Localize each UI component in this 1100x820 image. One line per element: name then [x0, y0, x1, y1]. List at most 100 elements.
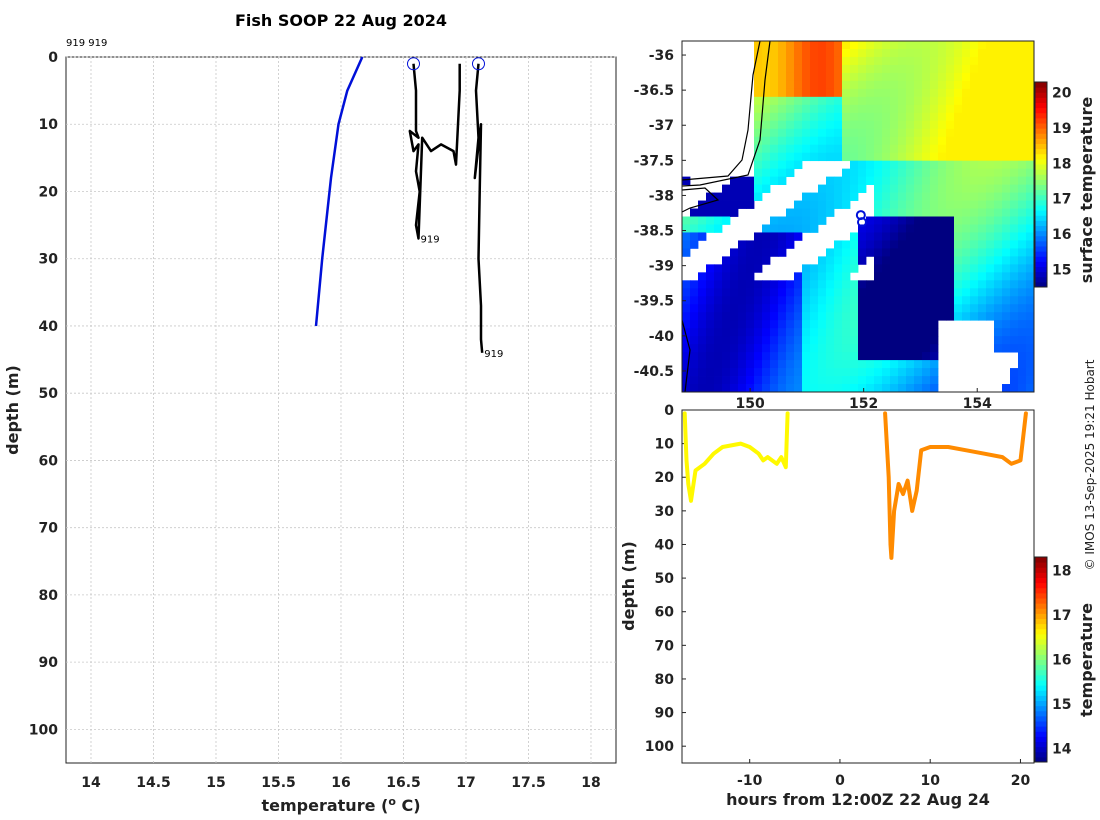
temperature-colorbar-step	[1035, 705, 1047, 712]
sst-cell	[890, 224, 899, 233]
sst-cell	[930, 160, 939, 170]
sst-cell	[1018, 80, 1027, 90]
sst-cell	[986, 296, 995, 305]
sst-cell	[842, 256, 851, 265]
sst-cell	[1018, 160, 1027, 170]
sst-cell	[714, 360, 723, 369]
td-y-tick-label: 90	[655, 706, 675, 722]
temperature-colorbar-step	[1035, 603, 1047, 609]
sst-cell	[898, 88, 907, 98]
sst-cell	[786, 64, 795, 74]
sst-cell	[858, 144, 867, 154]
sst-cell	[738, 336, 747, 345]
sst-cell	[858, 232, 867, 241]
sst-cell	[770, 360, 779, 369]
sst-cell	[994, 160, 1003, 170]
x-tick-label: 15	[206, 775, 225, 791]
sst-cell	[746, 184, 755, 193]
temperature-colorbar-step	[1035, 721, 1047, 727]
sst-cell	[818, 368, 827, 377]
sst-cell	[786, 120, 795, 130]
map-y-tick-label: -37	[649, 118, 674, 134]
sst-cell	[946, 288, 955, 297]
sst-cell	[906, 104, 915, 114]
sst-cell	[682, 384, 691, 392]
x-tick-label: 16.5	[386, 775, 421, 791]
sst-cell	[1026, 256, 1034, 265]
sst-cell	[858, 152, 867, 162]
sst-cell	[890, 368, 899, 377]
sst-cell	[1026, 384, 1034, 392]
sst-cell	[922, 104, 931, 114]
sst-cell	[898, 352, 907, 361]
sst-cell	[778, 376, 787, 385]
sst-cell	[906, 184, 915, 193]
sst-cell	[826, 136, 835, 146]
sst-cell	[770, 136, 779, 146]
sst-cell	[874, 168, 883, 178]
sst-cell	[834, 320, 843, 329]
sst-cell	[938, 80, 947, 90]
sst-cell	[850, 96, 859, 106]
sst-cell	[770, 288, 779, 297]
sst-cell	[818, 41, 827, 50]
sst-cell	[754, 184, 763, 193]
sst-cell	[962, 104, 971, 114]
sst-cell	[786, 304, 795, 313]
sst-cell	[1002, 184, 1011, 193]
sst-cell	[970, 272, 979, 281]
sst-cell	[786, 296, 795, 305]
sst-cell	[1018, 304, 1027, 313]
sst-cell	[858, 288, 867, 297]
sst-cell	[778, 280, 787, 289]
sst-cell	[1018, 184, 1027, 193]
sst-cell	[946, 192, 955, 201]
sst-cell	[906, 304, 915, 313]
temperature-colorbar-step	[1035, 700, 1047, 707]
sst-cell	[970, 88, 979, 98]
temperature-colorbar-step	[1035, 669, 1047, 676]
sst-cell	[874, 360, 883, 369]
sst-cell	[898, 128, 907, 138]
sst-cell	[890, 144, 899, 154]
sst-cell	[874, 96, 883, 106]
sst-cell	[898, 96, 907, 106]
sst-cell	[938, 312, 947, 321]
sst-cell	[970, 200, 979, 209]
sst-cell	[722, 336, 731, 345]
x-tick-label: 17	[456, 775, 475, 791]
sst-colorbar-step	[1035, 199, 1047, 206]
sst-cell	[890, 232, 899, 241]
sst-colorbar-step	[1035, 174, 1047, 180]
sst-cell	[914, 368, 923, 377]
sst-cell	[722, 304, 731, 313]
sst-cell	[1026, 288, 1034, 297]
sst-cell	[754, 104, 763, 114]
sst-cell	[762, 168, 771, 178]
sst-cell	[994, 264, 1003, 273]
sst-cell	[866, 144, 875, 154]
sst-cell	[746, 336, 755, 345]
sst-cell	[714, 288, 723, 297]
sst-cell	[1018, 232, 1027, 241]
sst-colorbar-step	[1035, 184, 1047, 191]
sst-cell	[826, 72, 835, 82]
sst-colorbar-step	[1035, 107, 1047, 114]
sst-cell	[882, 112, 891, 122]
sst-cell	[930, 208, 939, 217]
sst-cell	[970, 136, 979, 146]
sst-cell	[690, 232, 699, 241]
sst-cell	[938, 48, 947, 58]
sst-cell	[1010, 104, 1019, 114]
sst-cell	[866, 344, 875, 353]
sst-cell	[730, 184, 739, 193]
sst-cell	[698, 320, 707, 329]
sst-cell	[730, 192, 739, 201]
sst-cell	[762, 96, 771, 106]
sst-cell	[818, 280, 827, 289]
sst-cell	[890, 256, 899, 265]
sst-cell	[922, 376, 931, 385]
sst-cell	[842, 288, 851, 297]
sst-cell	[722, 344, 731, 353]
